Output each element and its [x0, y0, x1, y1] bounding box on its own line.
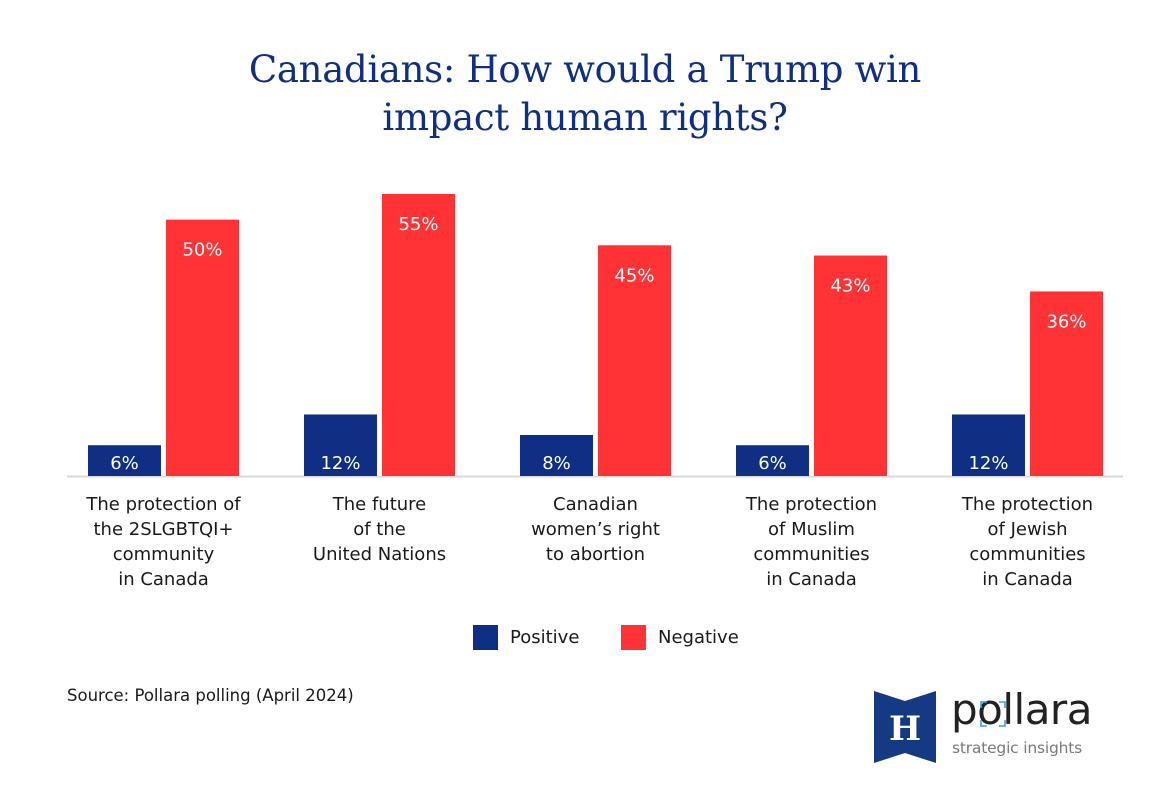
bar-positive-4	[952, 414, 1025, 476]
chart-title-line-2: impact human rights?	[382, 96, 788, 139]
category-label-0: The protection of the 2SLGBTQI+ community i…	[56, 492, 272, 592]
category-label-line: community	[112, 544, 215, 565]
data-label-positive-0: 6%	[110, 453, 139, 474]
bar-negative-3	[814, 255, 887, 476]
source-note: Source: Pollara polling (April 2024)	[67, 686, 354, 705]
category-label-line: of Muslim	[768, 519, 855, 540]
data-label-positive-1: 12%	[320, 453, 360, 474]
category-label-2: Canadian women’s right to abortion	[488, 492, 704, 567]
category-label-line: in Canada	[118, 569, 209, 590]
legend-item-negative: Negative	[621, 625, 739, 650]
data-label-positive-4: 12%	[968, 453, 1008, 474]
data-label-positive-2: 8%	[542, 453, 571, 474]
legend-label-negative: Negative	[658, 627, 739, 648]
bar-positive-1	[304, 414, 377, 476]
data-label-negative-0: 50%	[182, 240, 222, 261]
category-label-line: of the	[353, 519, 406, 540]
bar-positive-2	[520, 434, 593, 476]
legend: Positive Negative	[0, 625, 1170, 653]
category-label-line: The protection of	[86, 494, 241, 515]
category-label-line: The future	[332, 494, 427, 515]
category-label-line: Canadian	[553, 494, 638, 515]
category-label-3: The protection of Muslim communities in Can…	[704, 492, 920, 592]
data-label-positive-3: 6%	[758, 453, 787, 474]
category-label-4: The protection of Jewish communities in Can…	[920, 492, 1136, 592]
bar-negative-2	[598, 245, 671, 476]
bar-negative-4	[1030, 291, 1103, 476]
bar-negative-1	[382, 194, 455, 476]
focus-bracket-icon	[980, 701, 1006, 727]
category-label-line: in Canada	[766, 569, 857, 590]
category-label-line: in Canada	[982, 569, 1073, 590]
category-label-line: to abortion	[545, 544, 646, 565]
data-label-negative-4: 36%	[1046, 311, 1086, 332]
category-label-line: women’s right	[531, 519, 660, 540]
data-label-negative-3: 43%	[830, 276, 870, 297]
category-label-line: The protection	[745, 494, 878, 515]
bar-positive-3	[736, 445, 809, 476]
legend-swatch-negative	[621, 625, 646, 650]
category-label-1: The future of the United Nations	[272, 492, 488, 567]
legend-item-positive: Positive	[473, 625, 579, 650]
category-label-line: The protection	[961, 494, 1094, 515]
banner-emblem-icon: H	[874, 691, 936, 763]
category-label-line: the 2SLGBTQI+	[93, 519, 234, 540]
logo-wordmark: pollara	[951, 685, 1092, 735]
category-label-line: communities	[969, 544, 1086, 565]
bar-negative-0	[166, 219, 239, 477]
category-label-line: of Jewish	[987, 519, 1068, 540]
legend-label-positive: Positive	[510, 627, 580, 648]
data-label-negative-2: 45%	[614, 265, 654, 286]
category-label-line: United Nations	[312, 544, 447, 565]
data-label-negative-1: 55%	[398, 214, 438, 235]
category-label-line: communities	[753, 544, 870, 565]
logo-tagline: strategic insights	[952, 739, 1082, 757]
chart-title-line-1: Canadians: How would a Trump win	[248, 48, 922, 91]
bar-positive-0	[88, 445, 161, 476]
chart-title: Canadians: How would a Trump win impact …	[0, 46, 1170, 142]
emblem-letter: H	[889, 709, 921, 749]
logo-wordmark-text: pollara	[951, 685, 1092, 734]
legend-swatch-positive	[473, 625, 498, 650]
pollara-logo: H pollara strategic insights	[874, 685, 1114, 763]
